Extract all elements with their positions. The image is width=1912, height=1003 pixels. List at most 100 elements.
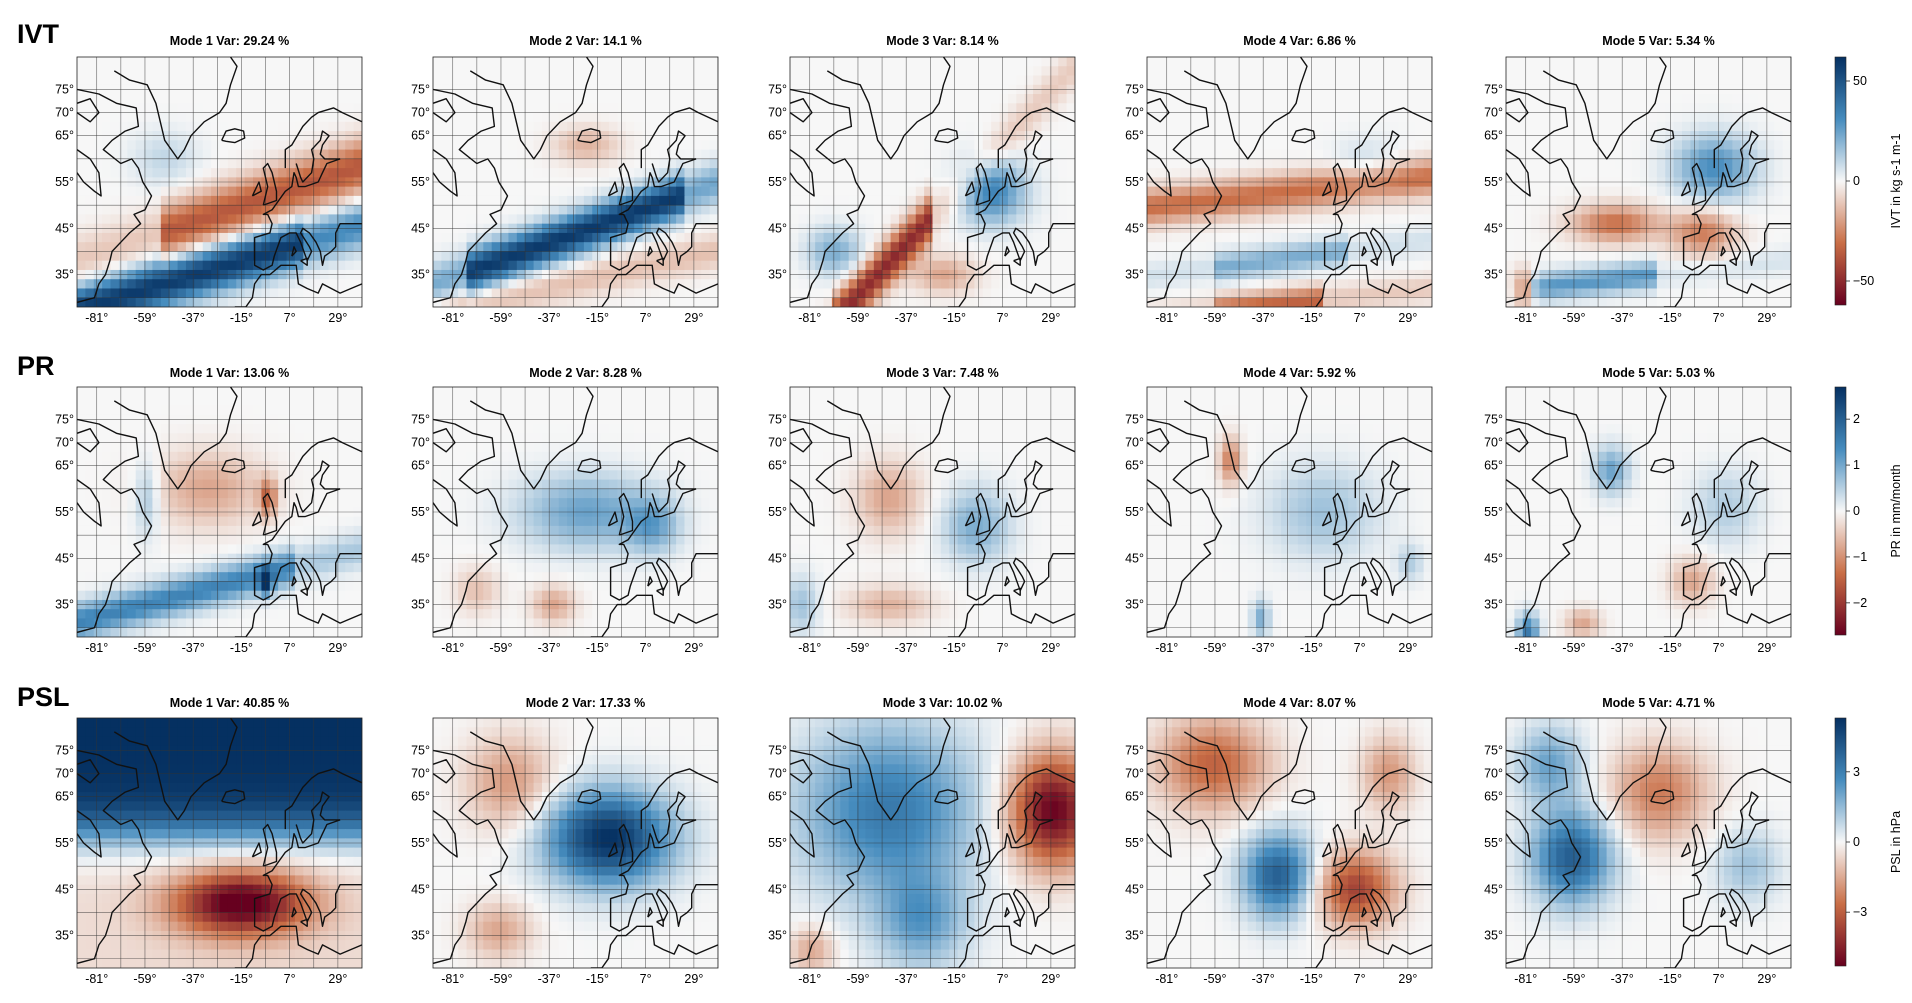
field-cell: [857, 140, 867, 151]
field-cell: [1732, 205, 1742, 216]
field-cell: [1314, 205, 1324, 216]
field-cell: [701, 158, 711, 169]
panel-title: Mode 4 Var: 6.86 %: [1243, 34, 1356, 48]
field-cell: [1297, 186, 1307, 197]
field-cell: [1673, 158, 1683, 169]
field-cell: [1782, 297, 1791, 307]
field-cell: [1222, 168, 1232, 178]
field-cell: [269, 149, 279, 160]
field-cell: [1356, 57, 1366, 67]
field-cell: [940, 57, 950, 67]
field-cell: [202, 75, 212, 86]
field-cell: [924, 112, 934, 123]
x-tick-label: -59°: [133, 311, 156, 325]
field-cell: [211, 279, 221, 290]
field-cell: [311, 288, 321, 299]
y-tick-label: 70°: [55, 106, 74, 120]
field-cell: [1598, 186, 1608, 197]
field-cell: [1665, 223, 1675, 234]
field-cell: [907, 195, 917, 206]
field-cell: [345, 140, 355, 151]
field-cell: [1188, 158, 1198, 169]
field-cell: [286, 387, 296, 397]
field-cell: [1247, 75, 1257, 86]
field-cell: [160, 433, 170, 444]
field-cell: [244, 251, 254, 262]
field-cell: [1058, 168, 1068, 178]
field-cell: [1297, 288, 1307, 299]
field-cell: [278, 232, 288, 243]
field-cell: [558, 75, 568, 86]
field-cell: [1698, 121, 1708, 132]
field-cell: [1715, 232, 1725, 243]
field-cell: [857, 57, 867, 67]
field-cell: [1264, 186, 1274, 197]
field-cell: [294, 94, 304, 104]
field-cell: [1239, 242, 1249, 253]
field-cell: [609, 279, 619, 290]
field-cell: [269, 205, 279, 216]
field-cell: [1214, 288, 1224, 299]
field-cell: [516, 140, 526, 151]
field-cell: [219, 387, 229, 397]
field-cell: [244, 140, 254, 151]
field-cell: [1331, 279, 1341, 290]
field-cell: [1782, 214, 1791, 225]
field-cell: [1614, 205, 1624, 216]
field-cell: [1606, 84, 1616, 95]
field-cell: [1364, 66, 1374, 77]
field-cell: [848, 251, 858, 262]
field-cell: [345, 232, 355, 243]
field-cell: [1539, 149, 1549, 160]
field-cell: [625, 223, 635, 234]
field-cell: [336, 168, 346, 178]
field-cell: [890, 251, 900, 262]
field-cell: [609, 186, 619, 197]
y-tick-label: 55°: [768, 175, 787, 189]
field-cell: [659, 168, 669, 178]
field-cell: [650, 103, 660, 114]
field-cell: [269, 387, 279, 397]
field-cell: [1606, 195, 1616, 206]
field-cell: [269, 288, 279, 299]
field-cell: [857, 121, 867, 132]
field-cell: [441, 223, 451, 234]
field-cell: [1155, 66, 1165, 77]
field-cell: [798, 297, 808, 307]
field-cell: [1264, 149, 1274, 160]
field-cell: [500, 223, 510, 234]
field-cell: [1531, 251, 1541, 262]
field-cell: [857, 66, 867, 77]
field-cell: [1715, 242, 1725, 253]
field-cell: [135, 84, 145, 95]
field-cell: [924, 242, 934, 253]
field-cell: [974, 66, 984, 77]
field-cell: [999, 94, 1009, 104]
field-cell: [433, 279, 442, 290]
field-cell: [353, 66, 362, 77]
field-cell: [1631, 214, 1641, 225]
field-cell: [177, 232, 187, 243]
field-cell: [345, 121, 355, 132]
field-cell: [701, 260, 711, 271]
field-cell: [991, 205, 1001, 216]
field-cell: [336, 451, 346, 462]
field-cell: [1155, 84, 1165, 95]
field-cell: [1423, 168, 1432, 178]
field-cell: [227, 168, 237, 178]
field-cell: [1255, 94, 1265, 104]
field-cell: [353, 121, 362, 132]
field-cell: [320, 103, 330, 114]
field-cell: [1180, 112, 1190, 123]
field-cell: [1415, 195, 1425, 206]
field-cell: [336, 279, 346, 290]
field-cell: [244, 242, 254, 253]
field-cell: [1573, 149, 1583, 160]
field-cell: [575, 288, 585, 299]
field-cell: [93, 112, 103, 123]
field-cell: [1673, 242, 1683, 253]
field-cell: [890, 94, 900, 104]
field-cell: [1749, 75, 1759, 86]
field-cell: [1581, 57, 1591, 67]
field-cell: [991, 223, 1001, 234]
